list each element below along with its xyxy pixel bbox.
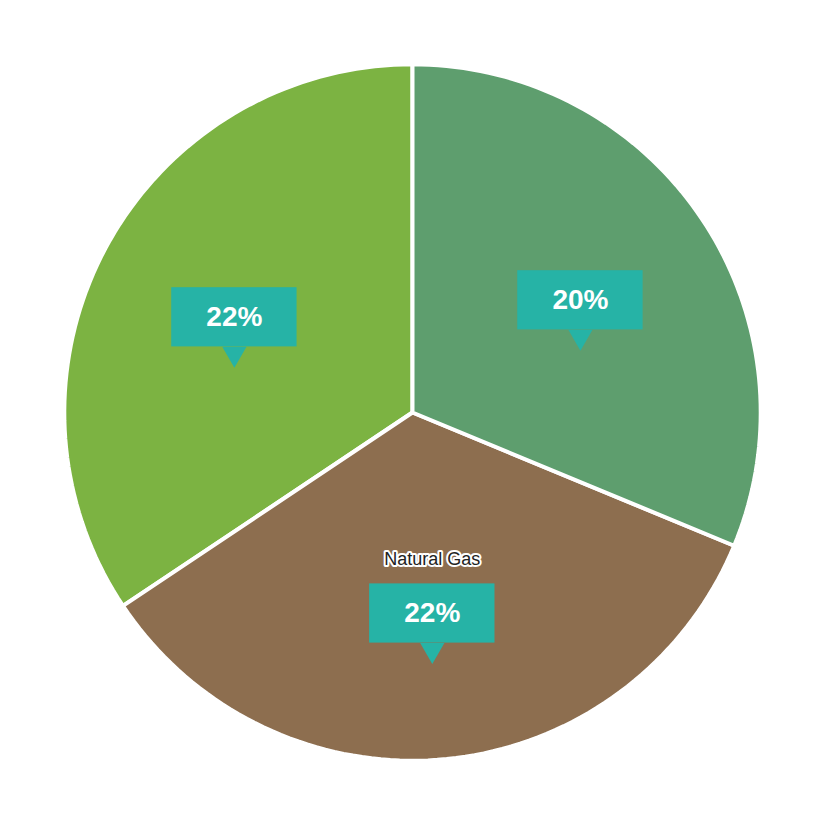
svg-text:22%: 22% xyxy=(404,597,460,628)
svg-text:20%: 20% xyxy=(552,284,608,315)
svg-text:Natural Gas: Natural Gas xyxy=(384,549,480,569)
svg-text:22%: 22% xyxy=(206,301,262,332)
